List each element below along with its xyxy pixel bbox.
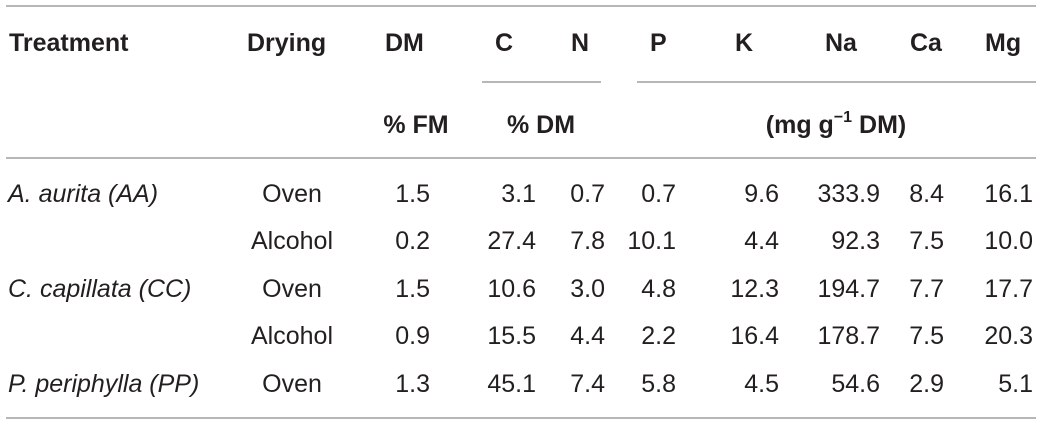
cell-drying: Oven [262, 370, 322, 398]
header-c: C [495, 29, 514, 57]
cell-p: 2.2 [641, 322, 676, 350]
header-treatment: Treatment [9, 29, 129, 57]
header-n: N [571, 29, 590, 57]
cell-mg: 10.0 [984, 227, 1033, 255]
cell-na: 54.6 [831, 370, 880, 398]
cell-n: 7.4 [570, 370, 605, 398]
cell-drying: Alcohol [251, 227, 333, 255]
cell-k: 12.3 [730, 275, 779, 303]
cell-treatment: C. capillata (CC) [8, 275, 192, 303]
header-drying: Drying [247, 29, 327, 57]
cell-ca: 2.9 [909, 370, 944, 398]
cell-na: 194.7 [817, 275, 880, 303]
cell-p: 4.8 [641, 275, 676, 303]
top-rule [6, 5, 1036, 7]
cell-n: 0.7 [570, 180, 605, 208]
cell-ca: 7.5 [909, 227, 944, 255]
cell-c: 27.4 [487, 227, 536, 255]
cell-p: 5.8 [641, 370, 676, 398]
header-mg: Mg [985, 29, 1022, 57]
unit-minerals-exponent: −1 [833, 108, 853, 126]
cell-c: 10.6 [487, 275, 536, 303]
cell-c: 45.1 [487, 370, 536, 398]
cell-dm: 1.5 [395, 180, 430, 208]
header-dm: DM [385, 29, 424, 57]
cell-c: 3.1 [501, 180, 536, 208]
cell-mg: 5.1 [998, 370, 1033, 398]
unit-minerals-pre: (mg g [765, 111, 834, 139]
cell-dm: 0.9 [395, 322, 430, 350]
cell-na: 92.3 [831, 227, 880, 255]
header-k: K [735, 29, 754, 57]
cell-drying: Oven [262, 180, 322, 208]
cell-k: 9.6 [744, 180, 779, 208]
unit-minerals-post: DM) [852, 111, 907, 139]
cell-ca: 7.7 [909, 275, 944, 303]
cell-c: 15.5 [487, 322, 536, 350]
header-bottom-rule [6, 157, 1036, 159]
cell-k: 16.4 [730, 322, 779, 350]
cell-k: 4.4 [744, 227, 779, 255]
cell-p: 10.1 [627, 227, 676, 255]
unit-cn: % DM [506, 111, 576, 139]
cell-na: 178.7 [817, 322, 880, 350]
cell-drying: Alcohol [251, 322, 333, 350]
minerals-group-rule [637, 81, 1036, 83]
cell-n: 4.4 [570, 322, 605, 350]
cell-mg: 16.1 [984, 180, 1033, 208]
header-p: P [650, 29, 667, 57]
cell-mg: 17.7 [984, 275, 1033, 303]
bottom-rule [6, 417, 1036, 419]
cell-ca: 8.4 [909, 180, 944, 208]
unit-minerals: (mg g−1 DM) [765, 108, 907, 140]
cell-dm: 1.5 [395, 275, 430, 303]
unit-dm: % FM [383, 111, 449, 139]
cell-dm: 1.3 [395, 370, 430, 398]
cell-p: 0.7 [641, 180, 676, 208]
cell-ca: 7.5 [909, 322, 944, 350]
cell-dm: 0.2 [395, 227, 430, 255]
header-ca: Ca [910, 29, 942, 57]
cell-treatment: P. periphylla (PP) [8, 370, 200, 398]
cell-mg: 20.3 [984, 322, 1033, 350]
cell-n: 3.0 [570, 275, 605, 303]
header-na: Na [825, 29, 857, 57]
cell-treatment: A. aurita (AA) [8, 180, 159, 208]
cell-na: 333.9 [817, 180, 880, 208]
cell-n: 7.8 [570, 227, 605, 255]
cell-k: 4.5 [744, 370, 779, 398]
cn-group-rule [482, 81, 601, 83]
cell-drying: Oven [262, 275, 322, 303]
